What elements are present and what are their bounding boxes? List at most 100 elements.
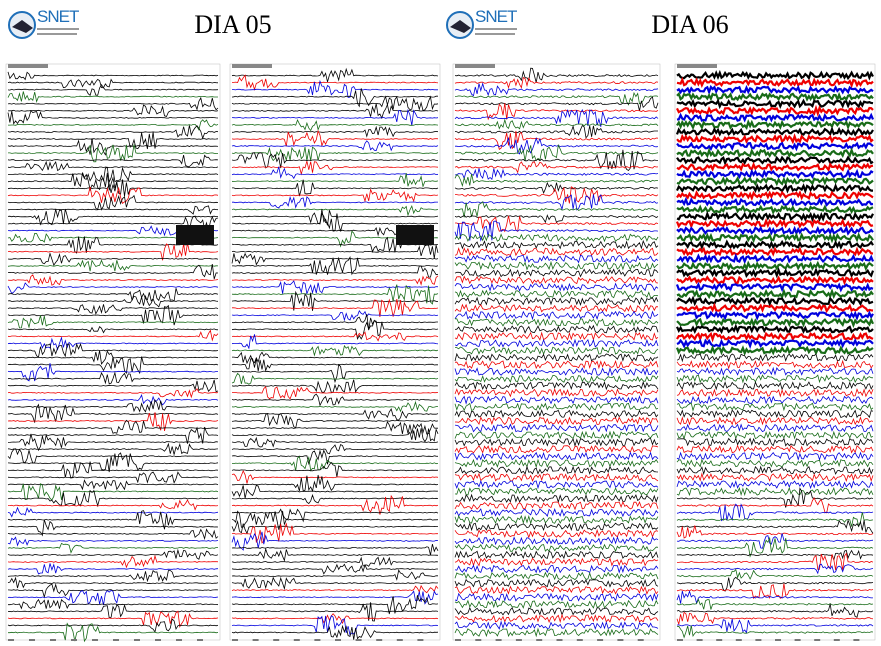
trace xyxy=(7,342,219,358)
trace xyxy=(454,606,659,617)
trace xyxy=(676,598,874,610)
trace xyxy=(231,88,438,108)
trace xyxy=(454,214,659,224)
trace xyxy=(231,531,439,551)
trace xyxy=(232,195,438,209)
tick-label xyxy=(155,639,161,641)
tick-label xyxy=(232,639,238,641)
logo-right: SNET xyxy=(446,7,518,39)
trace xyxy=(7,519,219,537)
tick-label xyxy=(314,639,321,641)
trace xyxy=(7,489,219,508)
trace xyxy=(454,331,659,342)
trace xyxy=(676,175,874,187)
trace xyxy=(231,461,439,478)
trace xyxy=(7,294,219,308)
trace xyxy=(676,232,874,244)
trace xyxy=(231,470,439,484)
tick-label xyxy=(556,639,563,641)
trace xyxy=(454,388,659,398)
trace xyxy=(232,179,439,197)
trace xyxy=(7,542,218,554)
tick-label xyxy=(273,639,280,641)
trace xyxy=(231,173,439,188)
trace xyxy=(676,416,874,426)
trace xyxy=(7,304,219,315)
tick-label xyxy=(252,639,259,641)
trace xyxy=(454,324,659,334)
trace xyxy=(7,274,219,286)
trace xyxy=(677,437,874,447)
trace xyxy=(7,252,219,266)
trace xyxy=(676,353,874,363)
trace xyxy=(676,253,875,265)
trace xyxy=(7,563,219,575)
trace xyxy=(676,225,874,236)
trace xyxy=(7,104,219,118)
trace xyxy=(676,395,874,405)
trace xyxy=(8,119,219,131)
trace xyxy=(7,618,219,633)
trace xyxy=(454,173,659,188)
tick-label xyxy=(536,639,543,641)
trace xyxy=(231,393,438,407)
trace xyxy=(454,352,659,362)
tick-label xyxy=(197,639,203,641)
trace xyxy=(454,103,659,121)
trace xyxy=(7,78,219,89)
trace xyxy=(454,220,659,242)
trace xyxy=(454,613,659,624)
trace xyxy=(7,131,219,150)
trace xyxy=(7,387,219,399)
trace xyxy=(231,280,439,296)
tick-label xyxy=(417,639,424,641)
trace xyxy=(454,571,659,581)
trace xyxy=(7,371,219,385)
trace xyxy=(454,536,659,546)
tick-label xyxy=(597,639,604,641)
trace xyxy=(231,522,439,544)
trace xyxy=(676,479,874,490)
trace xyxy=(454,564,659,574)
trace xyxy=(231,204,439,217)
trace xyxy=(7,194,219,211)
trace xyxy=(7,179,219,197)
trace xyxy=(7,172,219,192)
tick-label xyxy=(113,639,119,641)
trace xyxy=(7,379,219,393)
trace xyxy=(454,514,659,525)
trace xyxy=(231,595,439,615)
logo-text: SNET xyxy=(37,7,79,26)
trace xyxy=(8,598,219,610)
trace xyxy=(231,493,439,505)
tick-label xyxy=(92,639,98,641)
trace xyxy=(231,275,439,286)
trace xyxy=(7,336,219,351)
trace xyxy=(676,141,874,152)
trace xyxy=(231,160,439,176)
panel-header xyxy=(8,64,48,68)
trace xyxy=(231,494,439,515)
trace xyxy=(7,363,219,382)
trace xyxy=(7,315,219,329)
trace xyxy=(231,284,439,305)
trace xyxy=(231,309,439,322)
trace xyxy=(454,143,659,162)
trace xyxy=(7,554,219,569)
trace xyxy=(231,363,439,384)
trace xyxy=(231,615,439,636)
trace xyxy=(7,603,219,619)
trace xyxy=(454,201,658,218)
trace xyxy=(231,188,439,203)
trace xyxy=(676,196,874,207)
trace xyxy=(232,474,439,493)
trace xyxy=(7,125,219,140)
trace xyxy=(454,296,659,306)
trace xyxy=(676,161,874,172)
trace xyxy=(454,620,659,631)
trace xyxy=(675,344,874,356)
trace xyxy=(7,71,219,81)
trace xyxy=(232,351,439,365)
trace xyxy=(454,487,659,496)
trace xyxy=(454,395,659,405)
